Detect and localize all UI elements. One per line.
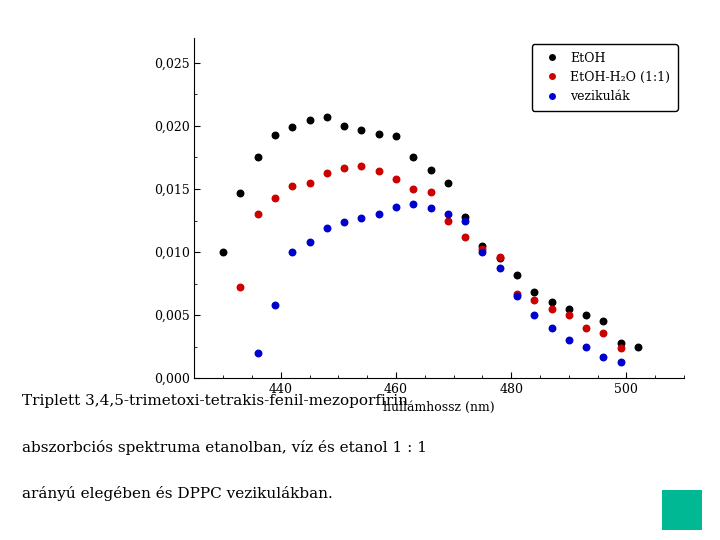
Point — [356, 214, 367, 222]
Point — [269, 193, 281, 202]
X-axis label: hullámhossz (nm): hullámhossz (nm) — [383, 401, 495, 414]
Point — [425, 204, 436, 212]
Text: Triplett 3,4,5-trimetoxi-tetrakis-fenil-mezoporfirin: Triplett 3,4,5-trimetoxi-tetrakis-fenil-… — [22, 394, 408, 408]
Point — [511, 271, 523, 279]
Point — [580, 342, 592, 351]
Point — [563, 305, 575, 313]
Point — [356, 125, 367, 134]
Point — [390, 202, 402, 211]
Point — [235, 283, 246, 292]
Point — [408, 185, 419, 193]
Point — [252, 153, 264, 162]
Point — [528, 295, 540, 304]
Point — [425, 187, 436, 196]
Point — [477, 245, 488, 254]
Point — [580, 323, 592, 332]
Point — [563, 336, 575, 345]
Point — [252, 348, 264, 357]
Point — [390, 132, 402, 140]
Point — [598, 317, 609, 326]
Legend: EtOH, EtOH-H₂O (1:1), vezikulák: EtOH, EtOH-H₂O (1:1), vezikulák — [531, 44, 678, 111]
Point — [494, 264, 505, 273]
Point — [511, 292, 523, 300]
Point — [546, 305, 557, 313]
Point — [287, 248, 298, 256]
Point — [338, 163, 350, 172]
Point — [632, 342, 644, 351]
Point — [390, 174, 402, 183]
Point — [269, 301, 281, 309]
Point — [338, 218, 350, 226]
Point — [598, 328, 609, 337]
Point — [304, 178, 315, 187]
Point — [459, 233, 471, 241]
Point — [459, 216, 471, 225]
Point — [287, 123, 298, 132]
Point — [321, 168, 333, 177]
Point — [356, 162, 367, 171]
Point — [442, 210, 454, 219]
Point — [217, 248, 229, 256]
Point — [528, 310, 540, 319]
Point — [425, 166, 436, 174]
Point — [304, 238, 315, 246]
Point — [511, 289, 523, 298]
Point — [528, 288, 540, 296]
Point — [442, 216, 454, 225]
Point — [477, 241, 488, 250]
Point — [373, 129, 384, 138]
Point — [615, 343, 626, 352]
Text: abszorbciós spektruma etanolban, víz és etanol 1 : 1: abszorbciós spektruma etanolban, víz és … — [22, 440, 426, 455]
Point — [252, 210, 264, 219]
Point — [580, 310, 592, 319]
Point — [235, 188, 246, 197]
Point — [615, 357, 626, 366]
Point — [494, 253, 505, 261]
Point — [408, 153, 419, 162]
Point — [287, 182, 298, 191]
Point — [442, 178, 454, 187]
Text: arányú elegében és DPPC vezikulákban.: arányú elegében és DPPC vezikulákban. — [22, 486, 333, 501]
Point — [321, 224, 333, 232]
Point — [321, 113, 333, 122]
Point — [494, 254, 505, 262]
Point — [598, 352, 609, 361]
Point — [546, 298, 557, 307]
Point — [338, 122, 350, 130]
Point — [373, 167, 384, 176]
Point — [373, 210, 384, 219]
Point — [546, 323, 557, 332]
Point — [459, 212, 471, 221]
Point — [408, 200, 419, 208]
Point — [269, 131, 281, 139]
Point — [563, 310, 575, 319]
Point — [477, 248, 488, 256]
Point — [615, 339, 626, 347]
Point — [304, 116, 315, 124]
